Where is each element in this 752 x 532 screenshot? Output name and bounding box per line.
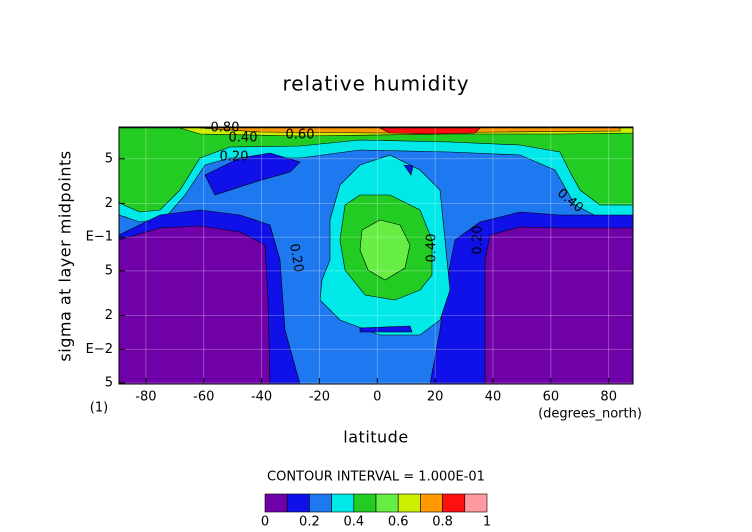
x-tick-label: 80: [600, 390, 617, 405]
x-tick-label: 60: [543, 390, 560, 405]
colorbar-tick-label: 0.2: [299, 515, 320, 530]
contour-region: [359, 325, 413, 333]
contour-label: 0.40: [229, 131, 258, 146]
colorbar-band: [353, 493, 377, 513]
contour-label: 0.20: [220, 150, 249, 165]
contour-region: [403, 164, 414, 176]
contour-region: [379, 127, 481, 135]
colorbar-band: [286, 493, 310, 513]
colorbar-tick-label: 0.8: [432, 515, 453, 530]
contour-region: [118, 127, 634, 213]
x-tick-label: -80: [135, 390, 156, 405]
y-units: (1): [90, 401, 108, 416]
colorbar-band: [464, 493, 488, 513]
colorbar-band: [375, 493, 399, 513]
colorbar-band: [331, 493, 355, 513]
contour-label: 0.40: [425, 234, 440, 263]
colorbar-tick-label: 0.6: [388, 515, 409, 530]
colorbar-band: [442, 493, 466, 513]
contour-label: 0.20: [471, 226, 486, 255]
y-axis-label: sigma at layer midpoints: [56, 150, 75, 361]
x-tick-label: -20: [309, 390, 330, 405]
colorbar-band: [397, 493, 421, 513]
y-tick-label: E−2: [86, 342, 113, 357]
y-tick-label: 5: [105, 376, 113, 391]
contour-label: 0.20: [286, 242, 306, 273]
x-tick-label: 40: [485, 390, 502, 405]
colorbar-tick-label: 0.4: [343, 515, 364, 530]
x-tick-label: 0: [373, 390, 381, 405]
colorbar-band: [420, 493, 443, 513]
contour-interval: CONTOUR INTERVAL = 1.000E-01: [267, 470, 485, 485]
x-tick-label: -40: [251, 390, 272, 405]
x-units: (degrees_north): [538, 407, 642, 422]
contour-label: 0.80: [211, 121, 240, 136]
x-tick-label: 20: [427, 390, 444, 405]
x-axis-label: latitude: [343, 428, 408, 447]
colorbar-tick-label: 0: [261, 515, 269, 530]
contour-region: [484, 226, 634, 385]
contour-region: [118, 225, 271, 385]
plot-frame: [118, 126, 634, 385]
chart-title: relative humidity: [282, 72, 469, 96]
x-tick-label: -60: [193, 390, 214, 405]
colorbar-band: [264, 493, 288, 513]
y-tick-label: E−1: [86, 230, 113, 245]
contour-region: [359, 219, 411, 281]
contour-label: 0.60: [286, 128, 315, 143]
colorbar-tick-label: 1: [483, 515, 491, 530]
y-tick-label: 2: [105, 308, 113, 323]
contour-region: [204, 152, 301, 196]
y-tick-label: 2: [105, 196, 113, 211]
colorbar-band: [309, 493, 332, 513]
y-tick-label: 5: [105, 151, 113, 166]
y-tick-label: 5: [105, 263, 113, 278]
